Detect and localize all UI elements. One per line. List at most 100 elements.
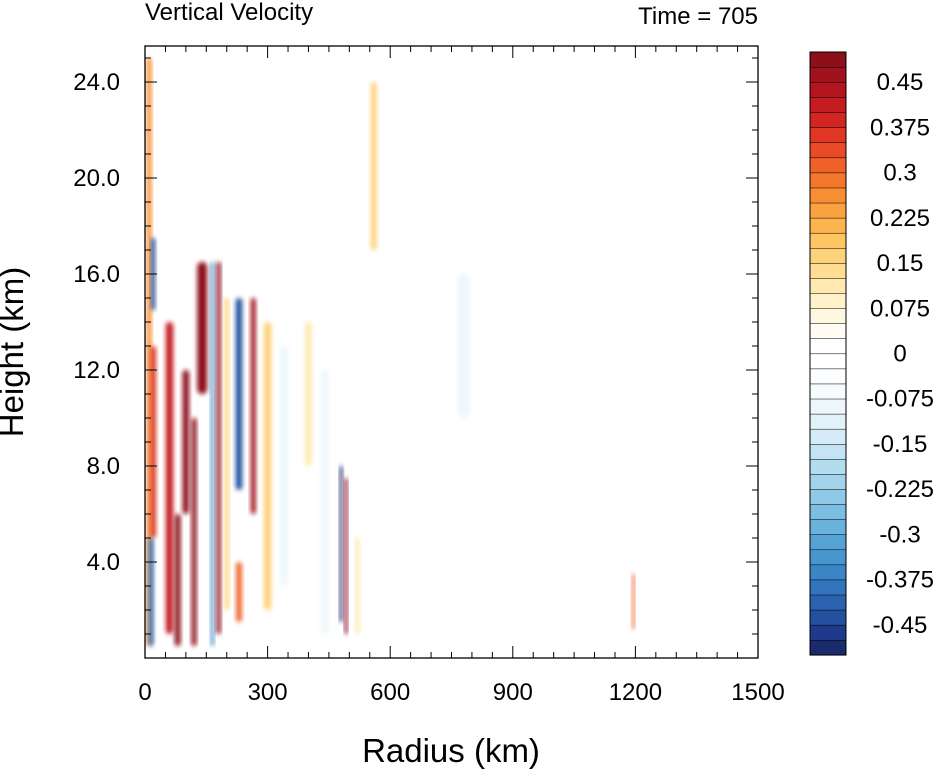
colorbar-label: -0.225	[866, 476, 934, 503]
colorbar-swatch	[809, 564, 847, 581]
heatmap-feature-21	[355, 538, 360, 634]
colorbar-swatch	[809, 443, 847, 460]
colorbar-swatch	[809, 187, 847, 204]
colorbar-swatch	[809, 458, 847, 475]
heatmap-feature-19	[339, 466, 343, 622]
x-tick-label: 600	[370, 679, 410, 706]
x-tick-label: 300	[248, 679, 288, 706]
heatmap-feature-10	[216, 262, 221, 634]
y-axis-label: Height (km)	[0, 267, 30, 438]
colorbar-swatch	[809, 308, 847, 324]
chart-title: Vertical Velocity	[145, 0, 313, 26]
colorbar-swatch	[809, 473, 847, 490]
heatmap-feature-15	[263, 322, 272, 610]
colorbar-swatch	[809, 534, 847, 551]
colorbar	[809, 51, 847, 656]
y-tick-label: 16.0	[73, 261, 120, 288]
colorbar-swatch	[809, 232, 847, 249]
x-tick-label: 0	[138, 679, 151, 706]
heatmap-feature-22	[370, 82, 377, 250]
colorbar-swatch	[809, 639, 847, 656]
colorbar-swatch	[809, 504, 847, 520]
colorbar-swatch	[809, 413, 847, 430]
colorbar-label: -0.15	[873, 431, 928, 458]
y-tick-label: 8.0	[87, 453, 120, 480]
colorbar-label: -0.075	[866, 386, 934, 413]
colorbar-label: 0	[893, 341, 906, 368]
plot-area	[145, 46, 758, 658]
heatmap-feature-3	[148, 538, 154, 646]
y-tick-label: 24.0	[73, 69, 120, 96]
heatmap-feature-17	[305, 322, 312, 466]
colorbar-swatch	[809, 277, 847, 294]
x-axis: 0 300 600 900 1200 1500	[138, 46, 785, 706]
heatmap-feature-18	[321, 370, 329, 634]
heatmap-feature-6	[182, 370, 190, 514]
heatmap-feature-14	[250, 298, 256, 514]
y-axis: 4.0 8.0 12.0 16.0 20.0 24.0	[73, 57, 758, 635]
heatmap-feature-11	[224, 298, 229, 610]
y-tick-label: 20.0	[73, 165, 120, 192]
heatmap-feature-8	[197, 262, 208, 394]
colorbar-swatch	[809, 549, 847, 566]
colorbar-label: 0.075	[870, 295, 930, 322]
colorbar-label: 0.3	[883, 160, 916, 187]
heatmap-feature-23	[457, 274, 470, 418]
colorbar-label: 0.15	[877, 250, 924, 277]
chart-time-label: Time = 705	[638, 3, 758, 30]
colorbar-swatch	[809, 262, 847, 279]
heatmap-feature-2	[150, 346, 157, 538]
colorbar-swatch	[809, 488, 847, 505]
colorbar-swatch	[809, 96, 847, 113]
heatmap-feature-12	[235, 298, 243, 490]
y-tick-label: 4.0	[87, 549, 120, 576]
colorbar-swatch	[809, 81, 847, 98]
heatmap-feature-4	[165, 322, 174, 634]
colorbar-swatch	[809, 127, 847, 143]
colorbar-swatch	[809, 398, 847, 415]
colorbar-swatch	[809, 292, 847, 309]
colorbar-swatch	[809, 519, 847, 535]
colorbar-swatch	[809, 353, 847, 370]
heatmap-feature-24	[632, 574, 635, 630]
colorbar-swatch	[809, 112, 847, 128]
colorbar-swatch	[809, 172, 847, 189]
heatmap-feature-9	[210, 262, 215, 646]
colorbar-label: -0.45	[873, 612, 928, 639]
colorbar-swatch	[809, 609, 847, 626]
colorbar-swatch	[809, 383, 847, 400]
colorbar-swatch	[809, 202, 847, 219]
colorbar-swatch	[809, 579, 847, 596]
colorbar-label: 0.375	[870, 114, 930, 141]
colorbar-swatch	[809, 247, 847, 264]
colorbar-swatch	[809, 217, 847, 234]
y-tick-label: 12.0	[73, 357, 120, 384]
colorbar-swatch	[809, 66, 847, 83]
colorbar-label: -0.3	[879, 521, 920, 548]
colorbar-swatch	[809, 594, 847, 611]
colorbar-swatch	[809, 338, 847, 355]
heatmap-feature-16	[279, 346, 289, 586]
heatmap-feature-13	[236, 562, 242, 622]
colorbar-frame	[809, 51, 847, 656]
colorbar-swatch	[809, 142, 847, 159]
colorbar-swatch	[809, 368, 847, 385]
x-tick-label: 900	[493, 679, 533, 706]
heatmap-feature-5	[174, 514, 181, 646]
colorbar-swatch	[809, 323, 847, 339]
colorbar-swatch	[809, 51, 847, 68]
heatmap-feature-7	[191, 418, 197, 646]
colorbar-labels: 0.45 0.375 0.3 0.225 0.15 0.075 0 -0.075 -0.15 -0…	[866, 69, 934, 639]
colorbar-swatch	[809, 428, 847, 445]
x-axis-label: Radius (km)	[362, 732, 540, 769]
x-tick-label: 1200	[609, 679, 662, 706]
colorbar-label: -0.375	[866, 567, 934, 594]
colorbar-swatch	[809, 157, 847, 174]
colorbar-label: 0.225	[870, 205, 930, 232]
heatmap-field	[146, 58, 635, 646]
colorbar-swatch	[809, 624, 847, 641]
heatmap-feature-20	[344, 478, 348, 634]
x-tick-label: 1500	[731, 679, 784, 706]
colorbar-label: 0.45	[877, 69, 924, 96]
